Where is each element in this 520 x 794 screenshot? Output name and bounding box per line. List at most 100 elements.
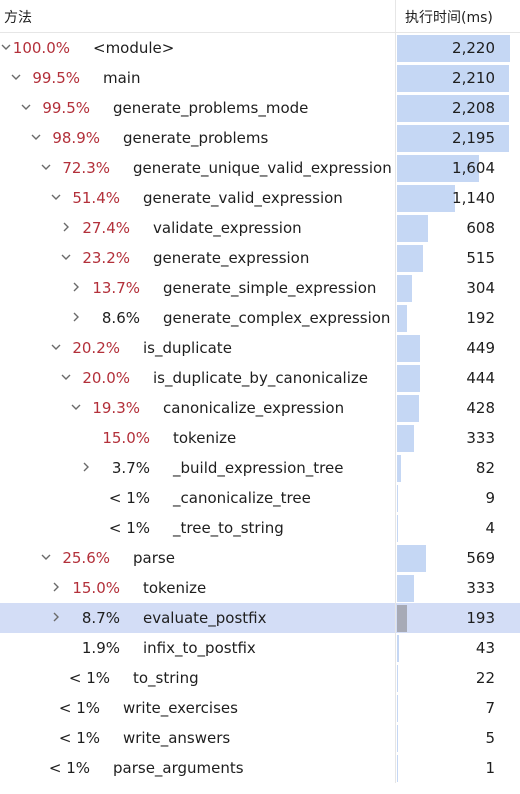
method-name: validate_expression [153,219,302,237]
time-cell: 1,604 [395,153,511,183]
tree-row[interactable]: < 1% to_string 22 [0,663,520,693]
method-name: is_duplicate_by_canonicalize [153,369,368,387]
tree-row[interactable]: 100.0% <module> 2,220 [0,33,520,63]
percent-label: 15.0% [102,429,150,447]
method-name: _tree_to_string [173,519,284,537]
percent-label: 51.4% [72,189,120,207]
tree-row[interactable]: < 1% _canonicalize_tree 9 [0,483,520,513]
time-bar [397,275,412,302]
tree-row[interactable]: 8.7% evaluate_postfix 193 [0,603,520,633]
tree-row[interactable]: 1.9% infix_to_postfix 43 [0,633,520,663]
method-name: generate_problems [123,129,269,147]
percent-label: 8.7% [81,609,120,627]
tree-row[interactable]: 19.3% canonicalize_expression 428 [0,393,520,423]
time-value: 22 [475,669,495,687]
time-cell: 428 [395,393,511,423]
method-name: evaluate_postfix [143,609,267,627]
time-value: 193 [466,609,495,627]
time-cell: 4 [395,513,511,543]
chevron-down-icon[interactable] [40,551,52,563]
tree-row[interactable]: 23.2% generate_expression 515 [0,243,520,273]
percent-label: 25.6% [62,549,110,567]
method-name: main [103,69,141,87]
time-value: 444 [466,369,495,387]
time-bar [397,575,414,602]
time-value: 2,195 [452,129,495,147]
tree-row[interactable]: 20.2% is_duplicate 449 [0,333,520,363]
chevron-right-icon[interactable] [70,281,82,293]
time-cell: 1,140 [395,183,511,213]
time-bar [397,245,423,272]
tree-row[interactable]: 13.7% generate_simple_expression 304 [0,273,520,303]
percent-label: 72.3% [62,159,110,177]
time-value: 333 [466,429,495,447]
chevron-right-icon[interactable] [50,611,62,623]
time-bar [397,485,398,512]
time-bar [397,725,398,752]
method-name: tokenize [173,429,237,447]
chevron-down-icon[interactable] [30,131,42,143]
time-bar [397,545,426,572]
time-bar [397,755,398,782]
time-cell: 449 [395,333,511,363]
tree-row[interactable]: 15.0% tokenize 333 [0,423,520,453]
time-value: 1,604 [452,159,495,177]
method-name: generate_valid_expression [143,189,343,207]
time-bar [397,665,398,692]
method-column-header[interactable]: 方法 [4,10,32,26]
column-divider[interactable] [395,0,396,32]
tree-row[interactable]: 20.0% is_duplicate_by_canonicalize 444 [0,363,520,393]
tree-row[interactable]: 27.4% validate_expression 608 [0,213,520,243]
chevron-down-icon[interactable] [70,401,82,413]
chevron-down-icon[interactable] [60,371,72,383]
time-value: 2,220 [452,39,495,57]
percent-label: 15.0% [72,579,120,597]
tree-row[interactable]: 99.5% main 2,210 [0,63,520,93]
tree-row[interactable]: 8.6% generate_complex_expression 192 [0,303,520,333]
time-value: 333 [466,579,495,597]
tree-row[interactable]: < 1% _tree_to_string 4 [0,513,520,543]
time-cell: 9 [395,483,511,513]
tree-row[interactable]: < 1% parse_arguments 1 [0,753,520,783]
time-column-header[interactable]: 执行时间(ms) [405,10,493,26]
time-bar [397,365,420,392]
method-name: <module> [93,39,175,57]
percent-label: 23.2% [82,249,130,267]
percent-label: 99.5% [42,99,90,117]
time-cell: 22 [395,663,511,693]
tree-row[interactable]: 98.9% generate_problems 2,195 [0,123,520,153]
time-bar [397,185,455,212]
chevron-right-icon[interactable] [60,221,72,233]
chevron-right-icon[interactable] [80,461,92,473]
time-bar [397,155,479,182]
time-cell: 304 [395,273,511,303]
method-name: is_duplicate [143,339,232,357]
percent-label: 27.4% [82,219,130,237]
chevron-down-icon[interactable] [40,161,52,173]
chevron-down-icon[interactable] [50,191,62,203]
tree-row[interactable]: 3.7% _build_expression_tree 82 [0,453,520,483]
chevron-right-icon[interactable] [70,311,82,323]
time-cell: 333 [395,573,511,603]
time-cell: 5 [395,723,511,753]
chevron-down-icon[interactable] [50,341,62,353]
method-name: _build_expression_tree [173,459,344,477]
method-name: generate_unique_valid_expression [133,159,392,177]
tree-row[interactable]: 72.3% generate_unique_valid_expression 1,6… [0,153,520,183]
tree-row[interactable]: < 1% write_answers 5 [0,723,520,753]
chevron-down-icon[interactable] [0,41,12,53]
tree-row[interactable]: 51.4% generate_valid_expression 1,140 [0,183,520,213]
tree-row[interactable]: < 1% write_exercises 7 [0,693,520,723]
tree-row[interactable]: 15.0% tokenize 333 [0,573,520,603]
tree-row[interactable]: 99.5% generate_problems_mode 2,208 [0,93,520,123]
chevron-right-icon[interactable] [50,581,62,593]
time-bar [397,425,414,452]
chevron-down-icon[interactable] [20,101,32,113]
chevron-down-icon[interactable] [10,71,22,83]
chevron-down-icon[interactable] [60,251,72,263]
method-name: generate_simple_expression [163,279,377,297]
percent-label: 1.9% [81,639,120,657]
tree-row[interactable]: 25.6% parse 569 [0,543,520,573]
time-bar [397,125,509,152]
percent-label: < 1% [48,759,90,777]
